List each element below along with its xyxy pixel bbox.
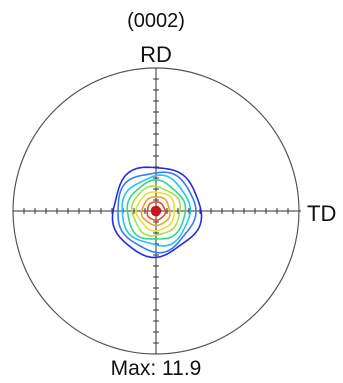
td-label: TD: [307, 201, 336, 226]
pole-figure-contours: [111, 166, 203, 259]
contour-level: [150, 205, 162, 217]
contour-level: [121, 174, 192, 247]
max-intensity-label: Max: 11.9: [111, 357, 202, 380]
pole-figure-axes: [13, 68, 301, 354]
contour-level: [146, 201, 167, 222]
contour-level: [126, 178, 187, 240]
contour-level: [135, 191, 175, 232]
contour-level: [111, 166, 203, 259]
peak-core: [153, 208, 159, 214]
contour-level: [140, 196, 171, 227]
contour-level: [117, 171, 197, 254]
contour-level: [130, 185, 182, 237]
rd-label: RD: [140, 42, 172, 67]
pole-figure-title: (0002): [127, 10, 185, 32]
